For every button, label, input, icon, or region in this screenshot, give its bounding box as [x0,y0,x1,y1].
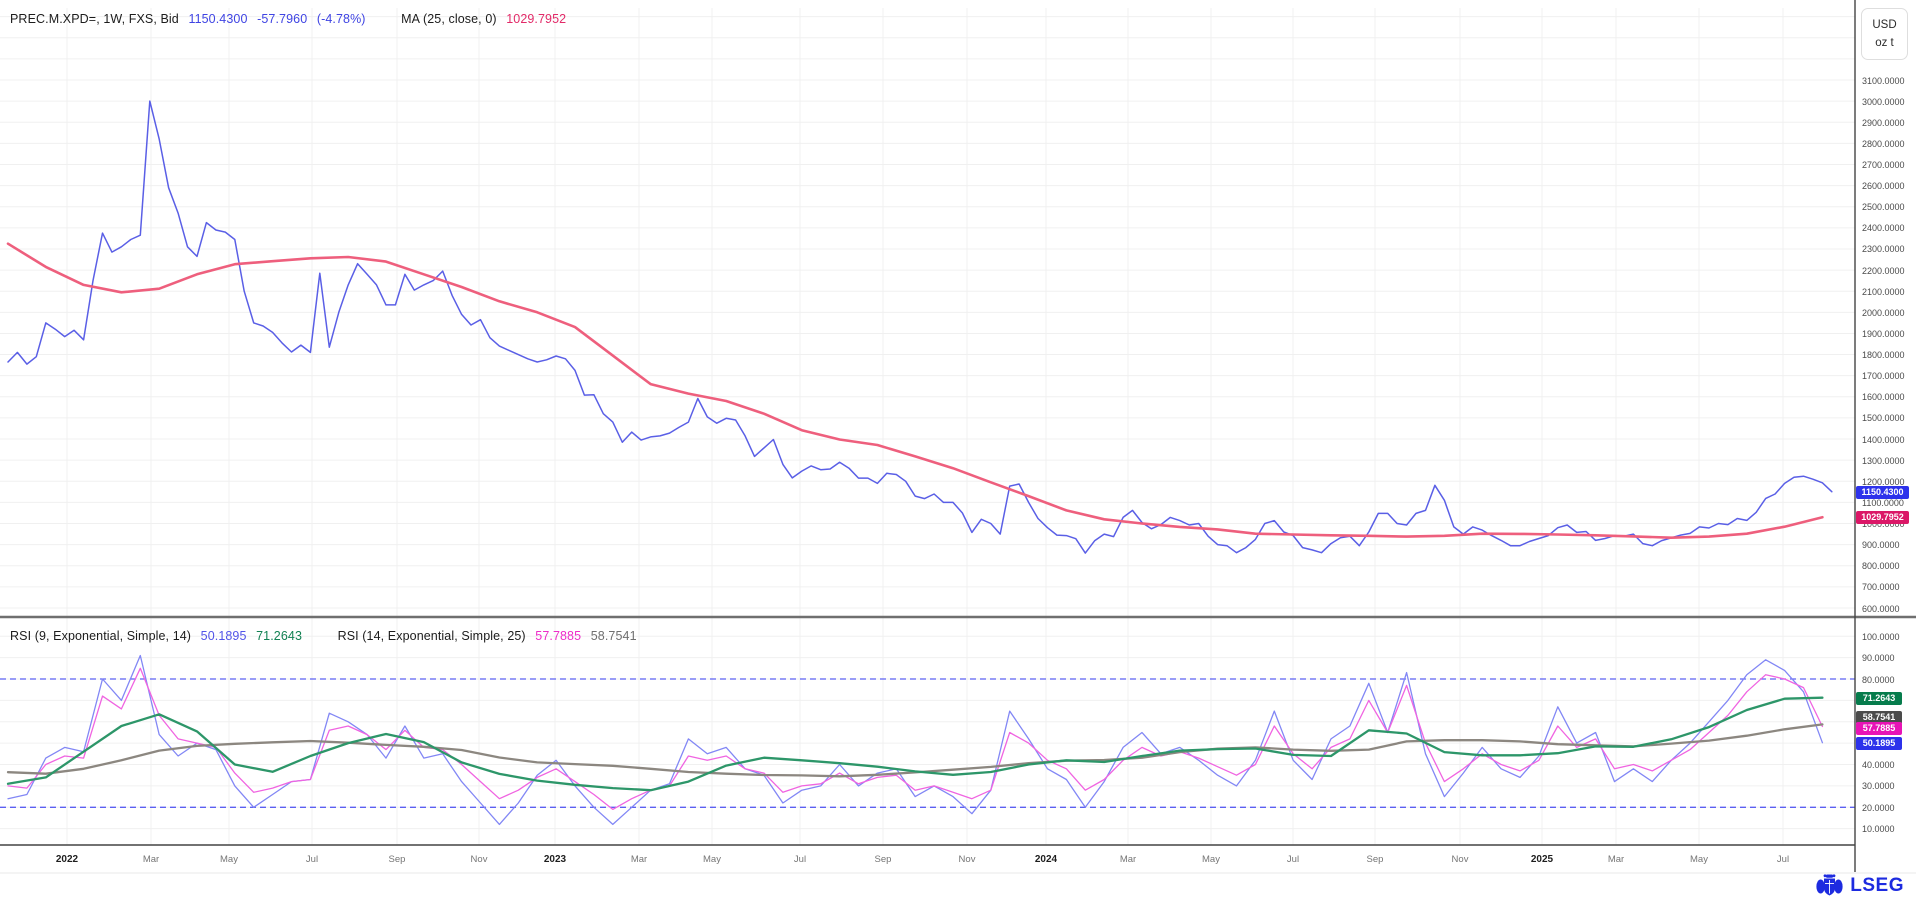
last-value-badge: 50.1895 [1856,736,1902,750]
x-tick-month-label: Mar [630,854,648,865]
rsi-slow-line[interactable] [7,667,1824,811]
x-tick-month-label: Nov [958,854,976,865]
price-change-percent: (-4.78%) [316,12,366,26]
x-tick-month-label: Nov [470,854,488,865]
rsi2-legend-label: RSI (14, Exponential, Simple, 25) [337,629,526,643]
price-tick-label: 600.0000 [1862,603,1900,614]
price-legend[interactable]: PREC.M.XPD=, 1W, FXS, Bid 1150.4300 -57.… [10,12,572,26]
ma-line[interactable] [6,242,1824,540]
price-tick-label: 1300.0000 [1862,455,1905,466]
last-value-badge: 57.7885 [1856,721,1902,735]
lseg-crest-icon [1816,874,1843,896]
price-tick-label: 1100.0000 [1862,497,1904,508]
price-tick-label: 2800.0000 [1862,138,1905,149]
rsi-fast-signal-line[interactable] [6,696,1824,792]
price-tick-label: 2200.0000 [1862,265,1905,276]
price-tick-label: 2400.0000 [1862,223,1905,234]
x-tick-month-label: May [1202,854,1220,865]
price-tick-label: 2500.0000 [1862,202,1905,213]
x-tick-month-label: Nov [1451,854,1469,865]
rsi-tick-label: 30.0000 [1862,781,1895,792]
x-tick-month-label: Mar [142,854,160,865]
rsi-legend[interactable]: RSI (9, Exponential, Simple, 14) 50.1895… [10,629,643,643]
x-tick-month-label: Jul [1776,854,1790,865]
price-tick-label: 2300.0000 [1862,244,1905,255]
last-value-badge: 1029.7952 [1856,510,1909,524]
price-tick-label: 2000.0000 [1862,307,1905,318]
price-tick-label: 3100.0000 [1862,75,1905,86]
price-tick-label: 1200.0000 [1862,476,1905,487]
x-tick-year-label: 2023 [543,854,567,865]
last-value-badge: 1150.4300 [1856,485,1909,499]
price-tick-label: 1000.0000 [1862,519,1905,530]
rsi-tick-label: 40.0000 [1862,760,1895,771]
x-tick-month-label: Sep [388,854,406,865]
axis-unit-box: USD oz t [1861,8,1908,60]
rsi2-value: 57.7885 [535,629,582,643]
x-tick-month-label: Mar [1119,854,1137,865]
rsi1-legend-label: RSI (9, Exponential, Simple, 14) [10,629,192,643]
price-tick-label: 700.0000 [1862,582,1900,593]
last-value-badge: 58.7541 [1856,710,1902,724]
rsi-tick-label: 90.0000 [1862,653,1895,664]
x-tick-month-label: Sep [1366,854,1384,865]
x-tick-month-label: May [1690,854,1708,865]
price-change-value: -57.7960 [257,12,308,26]
price-tick-label: 1800.0000 [1862,350,1905,361]
instrument-label: PREC.M.XPD=, 1W, FXS, Bid [10,12,179,26]
rsi-tick-label: 10.0000 [1862,824,1895,835]
rsi-tick-label: 20.0000 [1862,802,1895,813]
ma-legend-label: MA (25, close, 0) [401,12,497,26]
x-tick-month-label: Mar [1607,854,1625,865]
price-line[interactable] [7,100,1833,554]
axis-unit-measure: oz t [1875,37,1894,49]
price-tick-label: 2700.0000 [1862,159,1905,170]
x-tick-year-label: 2025 [1530,854,1554,865]
price-tick-label: 1400.0000 [1862,434,1905,445]
price-tick-label: 1900.0000 [1862,328,1905,339]
lseg-wordmark: LSEG [1850,874,1904,896]
last-price-value: 1150.4300 [188,12,248,26]
rsi-tick-label: 100.0000 [1862,631,1900,642]
x-tick-month-label: Jul [305,854,319,865]
x-tick-month-label: Sep [874,854,892,865]
price-tick-label: 2900.0000 [1862,117,1905,128]
last-value-badge: 71.2643 [1856,691,1902,705]
x-tick-month-label: May [703,854,721,865]
x-tick-year-label: 2022 [55,854,79,865]
price-tick-label: 900.0000 [1862,540,1900,551]
price-tick-label: 1600.0000 [1862,392,1905,403]
rsi2-signal-value: 58.7541 [590,629,637,643]
x-tick-year-label: 2024 [1034,854,1058,865]
price-tick-label: 2600.0000 [1862,181,1905,192]
rsi1-value: 50.1895 [200,629,247,643]
price-tick-label: 1500.0000 [1862,413,1905,424]
rsi-tick-label: 80.0000 [1862,674,1895,685]
x-tick-month-label: May [220,854,238,865]
price-tick-label: 3000.0000 [1862,96,1905,107]
price-tick-label: 800.0000 [1862,561,1900,572]
x-tick-month-label: Jul [793,854,807,865]
x-tick-month-label: Jul [1286,854,1300,865]
price-tick-label: 1700.0000 [1862,371,1905,382]
rsi1-signal-value: 71.2643 [256,629,302,643]
ma-legend-value: 1029.7952 [506,12,567,26]
price-tick-label: 2100.0000 [1862,286,1905,297]
lseg-logo: LSEG [1816,874,1904,897]
axis-unit-currency: USD [1872,19,1897,31]
